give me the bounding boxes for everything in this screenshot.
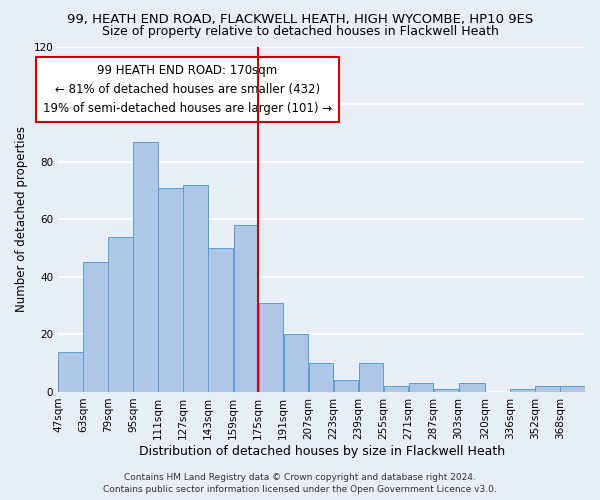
Text: 99 HEATH END ROAD: 170sqm
← 81% of detached houses are smaller (432)
19% of semi: 99 HEATH END ROAD: 170sqm ← 81% of detac…	[43, 64, 332, 115]
Text: Contains HM Land Registry data © Crown copyright and database right 2024.
Contai: Contains HM Land Registry data © Crown c…	[103, 472, 497, 494]
Bar	[184, 184, 208, 392]
Y-axis label: Number of detached properties: Number of detached properties	[15, 126, 28, 312]
Bar	[109, 236, 133, 392]
Bar	[383, 386, 408, 392]
Bar	[308, 363, 333, 392]
Bar	[560, 386, 585, 392]
X-axis label: Distribution of detached houses by size in Flackwell Heath: Distribution of detached houses by size …	[139, 444, 505, 458]
Bar	[133, 142, 158, 392]
Bar	[233, 225, 258, 392]
Bar	[158, 188, 183, 392]
Bar	[58, 352, 83, 392]
Bar	[334, 380, 358, 392]
Bar	[535, 386, 560, 392]
Bar	[458, 384, 485, 392]
Text: 99, HEATH END ROAD, FLACKWELL HEATH, HIGH WYCOMBE, HP10 9ES: 99, HEATH END ROAD, FLACKWELL HEATH, HIG…	[67, 12, 533, 26]
Bar	[359, 363, 383, 392]
Text: Size of property relative to detached houses in Flackwell Heath: Size of property relative to detached ho…	[101, 25, 499, 38]
Bar	[434, 389, 458, 392]
Bar	[284, 334, 308, 392]
Bar	[510, 389, 535, 392]
Bar	[409, 384, 433, 392]
Bar	[259, 302, 283, 392]
Bar	[83, 262, 108, 392]
Bar	[208, 248, 233, 392]
